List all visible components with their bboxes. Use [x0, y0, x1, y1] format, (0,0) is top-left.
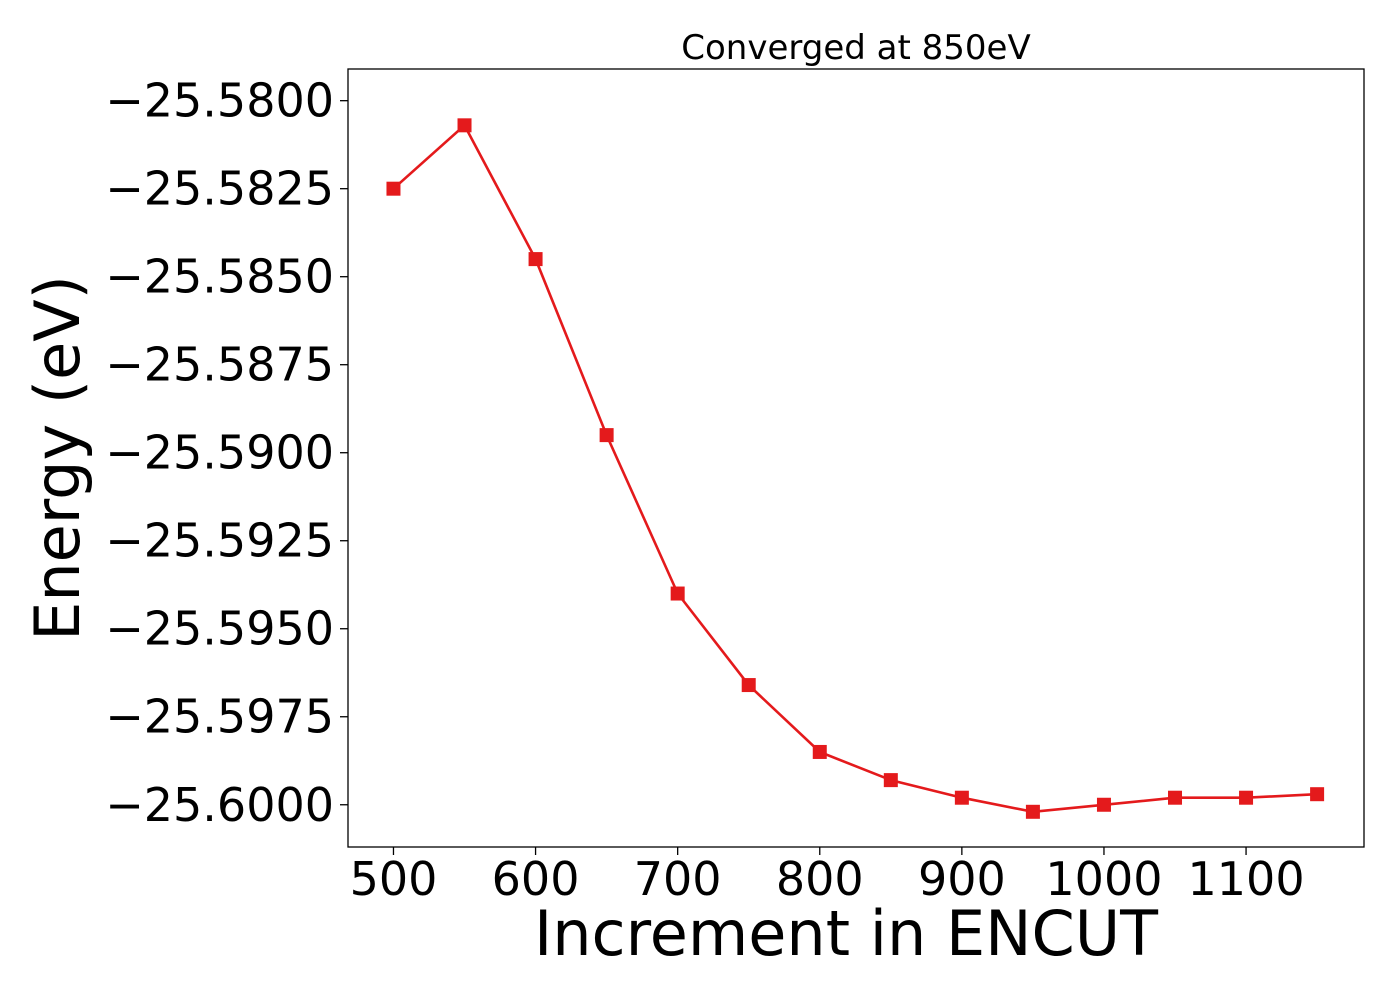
x-tick-label: 900	[918, 852, 1006, 906]
x-tick-label: 700	[634, 852, 722, 906]
x-axis: 500 600 700 800 900 1000 1100	[350, 847, 1305, 906]
data-point-marker	[1239, 790, 1254, 805]
x-tick-label: 1000	[1045, 852, 1162, 906]
data-point-marker	[954, 790, 969, 805]
y-axis: −25.5800 −25.5825 −25.5850 −25.5875 −25.5900…	[105, 74, 348, 832]
series-line	[392, 123, 1318, 814]
data-point-marker	[386, 181, 401, 196]
y-tick-label: −25.5975	[105, 690, 334, 744]
y-tick-label: −25.5800	[105, 74, 334, 128]
x-tick-label: 600	[492, 852, 580, 906]
data-point-marker	[599, 428, 614, 443]
x-tick-label: 800	[776, 852, 864, 906]
y-tick-label: −25.6000	[105, 778, 334, 832]
data-point-marker	[883, 773, 898, 788]
y-tick-label: −25.5925	[105, 514, 334, 568]
data-point-marker	[457, 118, 472, 133]
y-tick-label: −25.5950	[105, 602, 334, 656]
x-tick-label: 1100	[1188, 852, 1305, 906]
data-point-marker	[670, 586, 685, 601]
series-layer	[386, 118, 1325, 819]
data-point-marker	[741, 678, 756, 693]
data-point-marker	[1310, 787, 1325, 802]
plot-area-frame	[347, 68, 1365, 848]
data-point-marker	[1168, 790, 1183, 805]
y-axis-label: Energy (eV)	[21, 275, 94, 641]
chart-title: Converged at 850eV	[681, 28, 1030, 68]
data-point-marker	[812, 744, 827, 759]
x-tick-label: 500	[350, 852, 438, 906]
y-tick-label: −25.5825	[105, 162, 334, 216]
data-point-marker	[1096, 797, 1111, 812]
data-point-marker	[528, 252, 543, 267]
data-point-marker	[1025, 804, 1040, 819]
y-tick-label: −25.5850	[105, 250, 334, 304]
x-axis-label: Increment in ENCUT	[534, 897, 1159, 970]
y-tick-label: −25.5875	[105, 338, 334, 392]
y-tick-label: −25.5900	[105, 426, 334, 480]
